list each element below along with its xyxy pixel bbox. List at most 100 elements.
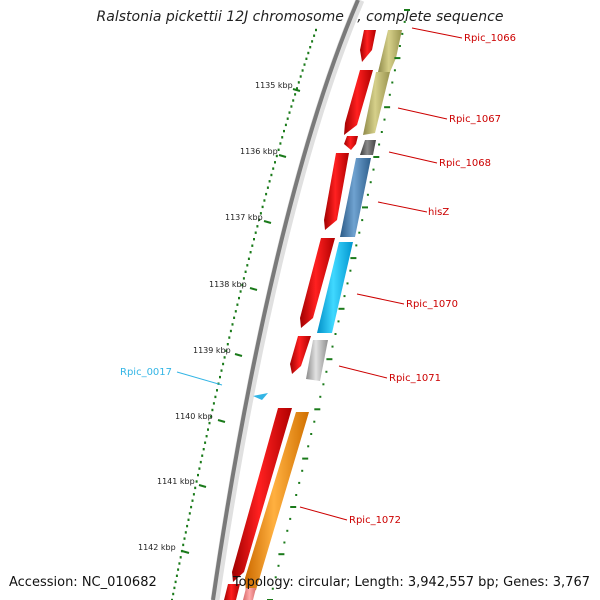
ring-dot [192,493,195,496]
ring-dot [171,598,173,600]
track-dot [361,219,364,222]
ring-dot [274,161,276,164]
track-dot [313,420,316,423]
cds-arrow-1067[interactable] [344,70,373,135]
ring-dot [253,238,255,241]
ring-dot [223,356,226,359]
outer-dotted-ring [171,28,317,600]
track-dot [277,564,280,567]
track-dot [372,168,375,171]
ring-dot [292,99,295,102]
gene-block-1072[interactable] [245,412,309,594]
ring-dot [177,568,180,571]
ring-dot [231,323,234,326]
gene-label-1070[interactable]: Rpic_1070 [406,299,458,310]
gene-block-1071[interactable] [306,340,328,381]
scale-tick [292,88,301,92]
ring-dot [244,270,247,273]
gene-label-0017[interactable]: Rpic_0017 [120,367,172,378]
scale-tick [234,353,243,357]
ring-dot [311,40,314,43]
ring-dot [191,499,194,502]
cds-arrow-1070[interactable] [300,238,335,328]
cds-arrow-hisZ[interactable] [324,153,349,230]
cds-arrow-1066[interactable] [360,30,376,62]
backbone-line [211,0,360,600]
ring-dot [266,186,269,189]
ring-dot [201,454,204,457]
track-dot [301,469,304,472]
track-dot [286,529,289,532]
track-dot [373,156,380,158]
ring-dot [178,562,181,565]
ring-dot [216,389,218,392]
ring-dot [236,303,239,306]
cds-arrow-1072[interactable] [232,408,292,582]
gene-label-1067[interactable]: Rpic_1067 [449,114,501,125]
ring-dot [249,251,252,254]
ring-dot [297,81,300,84]
ring-dot [174,580,177,584]
ring-dot [241,283,244,287]
track-dot [337,320,340,323]
track-dot [343,295,346,298]
cds-arrow-1071[interactable] [290,336,311,374]
cds-arrow-1068[interactable] [344,136,358,150]
accession-text: Accession: NC_010682 [9,575,157,590]
gene-label-1066[interactable]: Rpic_1066 [464,33,516,44]
ring-dot [212,402,215,405]
ring-dot [175,574,178,577]
gene-block-1066[interactable] [378,30,402,72]
ring-dot [315,28,317,32]
ring-dot [199,460,202,464]
scale-tick [181,550,190,554]
scale-label-1136: 1136 kbp [240,147,278,156]
gene-label-1071[interactable]: Rpic_1071 [389,373,441,384]
ring-dot [254,231,257,234]
track-dot [401,32,404,35]
gene-block-1068[interactable] [360,140,376,155]
track-dot [358,231,361,234]
ring-dot [183,537,186,540]
ring-dot [307,51,310,55]
ring-dot [299,75,302,78]
track-dot [326,358,333,361]
ring-dot [296,87,298,90]
gene-block-hisZ[interactable] [340,158,371,237]
gene-label-1072[interactable]: Rpic_1072 [349,515,401,526]
ring-dot [246,264,249,267]
gene-features [243,30,402,600]
ring-dot [180,549,183,553]
gene-block-next[interactable] [243,588,256,600]
ring-dot [219,375,221,379]
scale-tick [263,220,272,224]
ring-dot [268,180,271,183]
scale-tick [278,154,287,158]
ring-dot [182,543,185,547]
rna-marker-0017[interactable] [253,393,268,400]
scale-tick-marks [181,88,301,554]
ring-dot [261,205,264,209]
ring-dot [294,93,297,96]
ring-dot [288,111,291,114]
cds-arrow-next[interactable] [224,584,240,600]
scale-label-1141: 1141 kbp [157,477,195,486]
scale-tick [249,287,258,291]
gene-block-1070[interactable] [317,242,353,333]
track-dot [271,587,274,590]
gene-label-hisZ[interactable]: hisZ [428,207,449,218]
gene-label-1068[interactable]: Rpic_1068 [439,158,491,169]
gene-block-1067[interactable] [363,72,390,135]
scale-tick [198,484,207,488]
track-dot [302,457,309,460]
ring-dot [309,46,312,49]
ring-dot [186,524,189,528]
ring-dot [259,212,262,215]
ring-dot [303,63,306,66]
ring-dot [256,225,259,228]
ring-dot [258,218,261,221]
scale-label-1140: 1140 kbp [175,412,213,421]
ring-dot [238,296,240,300]
